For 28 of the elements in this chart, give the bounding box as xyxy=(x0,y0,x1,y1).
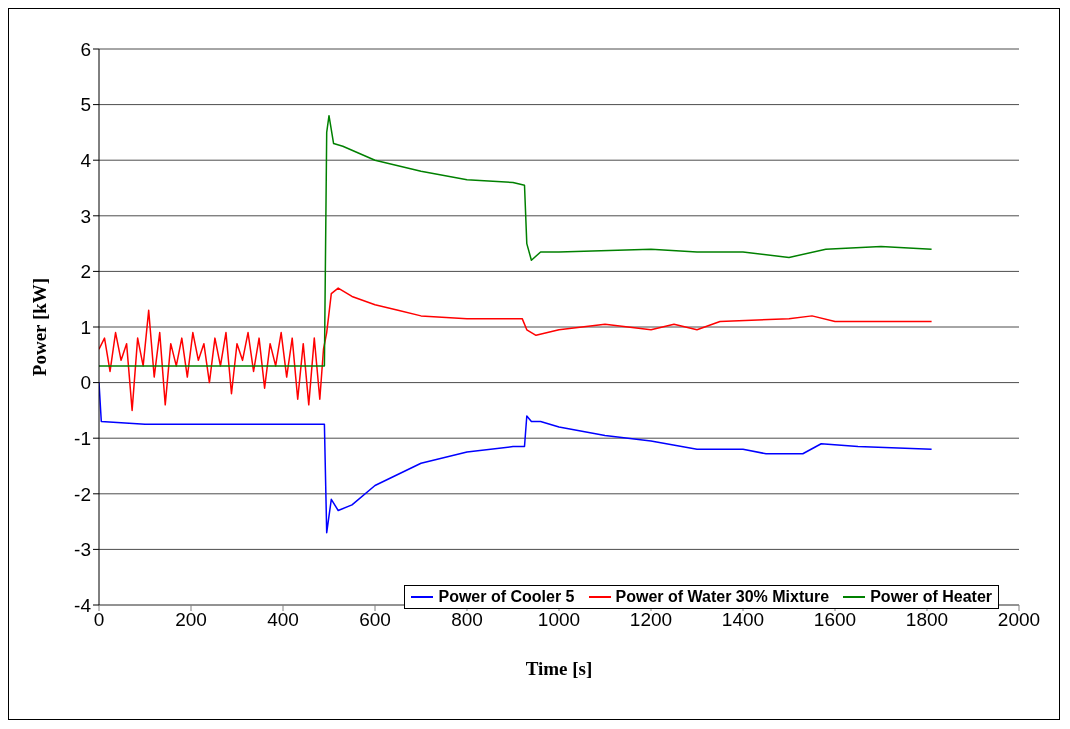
legend-label: Power of Water 30% Mixture xyxy=(615,588,830,606)
y-tick-label: -1 xyxy=(74,427,91,449)
y-tick-label: 3 xyxy=(80,205,91,227)
x-tick-label: 400 xyxy=(267,609,299,631)
x-tick-label: 1200 xyxy=(629,609,673,631)
legend-label: Power of Cooler 5 xyxy=(438,588,575,606)
y-tick-label: 5 xyxy=(80,94,91,116)
x-axis-title: Time [s] xyxy=(525,658,593,679)
x-tick-label: 1600 xyxy=(813,609,857,631)
y-tick-label: 0 xyxy=(80,372,91,394)
x-tick-label: 2000 xyxy=(997,609,1041,631)
y-tick-label: -3 xyxy=(74,539,91,561)
x-tick-label: 1400 xyxy=(721,609,765,631)
y-tick-label: -4 xyxy=(74,594,92,616)
y-tick-label: -2 xyxy=(74,483,91,505)
line-series xyxy=(99,287,933,412)
x-tick-label: 200 xyxy=(175,609,207,631)
y-tick-label: 6 xyxy=(80,38,91,60)
y-tick-label: 4 xyxy=(80,149,92,171)
y-axis-title: Power [kW] xyxy=(28,277,50,377)
x-tick-label: 1800 xyxy=(905,609,949,631)
x-tick-label: 800 xyxy=(451,609,483,631)
line-series xyxy=(99,114,933,367)
x-tick-label: 1000 xyxy=(537,609,581,631)
y-tick-label: 2 xyxy=(80,261,91,283)
y-tick-label: 1 xyxy=(80,316,91,338)
x-tick-label: 600 xyxy=(359,609,391,631)
legend-label: Power of Heater xyxy=(870,588,992,606)
